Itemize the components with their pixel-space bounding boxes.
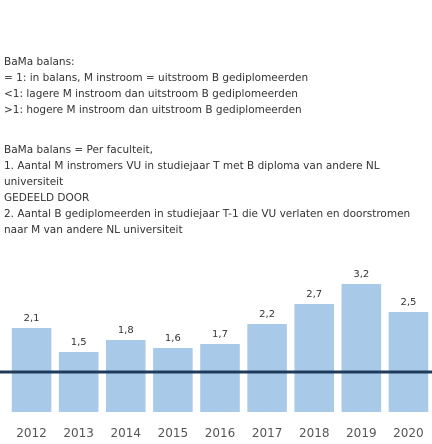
x-tick-label: 2012 — [16, 426, 47, 440]
bar — [388, 312, 429, 412]
note-line: <1: lagere M instroom dan uitstroom B ge… — [4, 88, 298, 100]
bar — [11, 328, 52, 412]
value-label: 2,7 — [306, 289, 322, 300]
note-line: 2. Aantal B gediplomeerden in studiejaar… — [4, 208, 411, 236]
value-label: 1,5 — [71, 337, 87, 348]
bar — [153, 348, 193, 412]
note-line: GEDEELD DOOR — [4, 192, 90, 204]
x-tick-label: 2013 — [63, 426, 94, 440]
x-tick-label: 2019 — [346, 426, 377, 440]
bar — [105, 340, 146, 412]
value-label: 1,6 — [165, 333, 181, 344]
note-line: BaMa balans: — [4, 56, 75, 68]
bar — [341, 284, 382, 412]
x-tick-label: 2015 — [158, 426, 189, 440]
bar — [294, 304, 335, 412]
value-label: 2,5 — [400, 297, 416, 308]
note-line: 1. Aantal M instromers VU in studiejaar … — [4, 160, 380, 188]
value-label: 3,2 — [353, 269, 369, 280]
x-tick-label: 2016 — [205, 426, 236, 440]
value-label: 2,2 — [259, 309, 275, 320]
x-tick-label: 2018 — [299, 426, 330, 440]
value-label: 1,8 — [118, 325, 134, 336]
x-tick-label: 2020 — [393, 426, 424, 440]
x-tick-label: 2017 — [252, 426, 283, 440]
value-label: 1,7 — [212, 329, 228, 340]
value-label: 2,1 — [24, 313, 40, 324]
note-line: >1: hogere M instroom dan uitstroom B ge… — [4, 104, 302, 116]
note-line: BaMa balans = Per faculteit, — [4, 144, 154, 156]
x-tick-label: 2014 — [111, 426, 142, 440]
bar — [58, 352, 99, 412]
notes: BaMa balans: = 1: in balans, M instroom … — [4, 54, 428, 238]
note-line: = 1: in balans, M instroom = uitstroom B… — [4, 72, 309, 84]
bar — [247, 324, 287, 412]
bar — [200, 344, 240, 412]
